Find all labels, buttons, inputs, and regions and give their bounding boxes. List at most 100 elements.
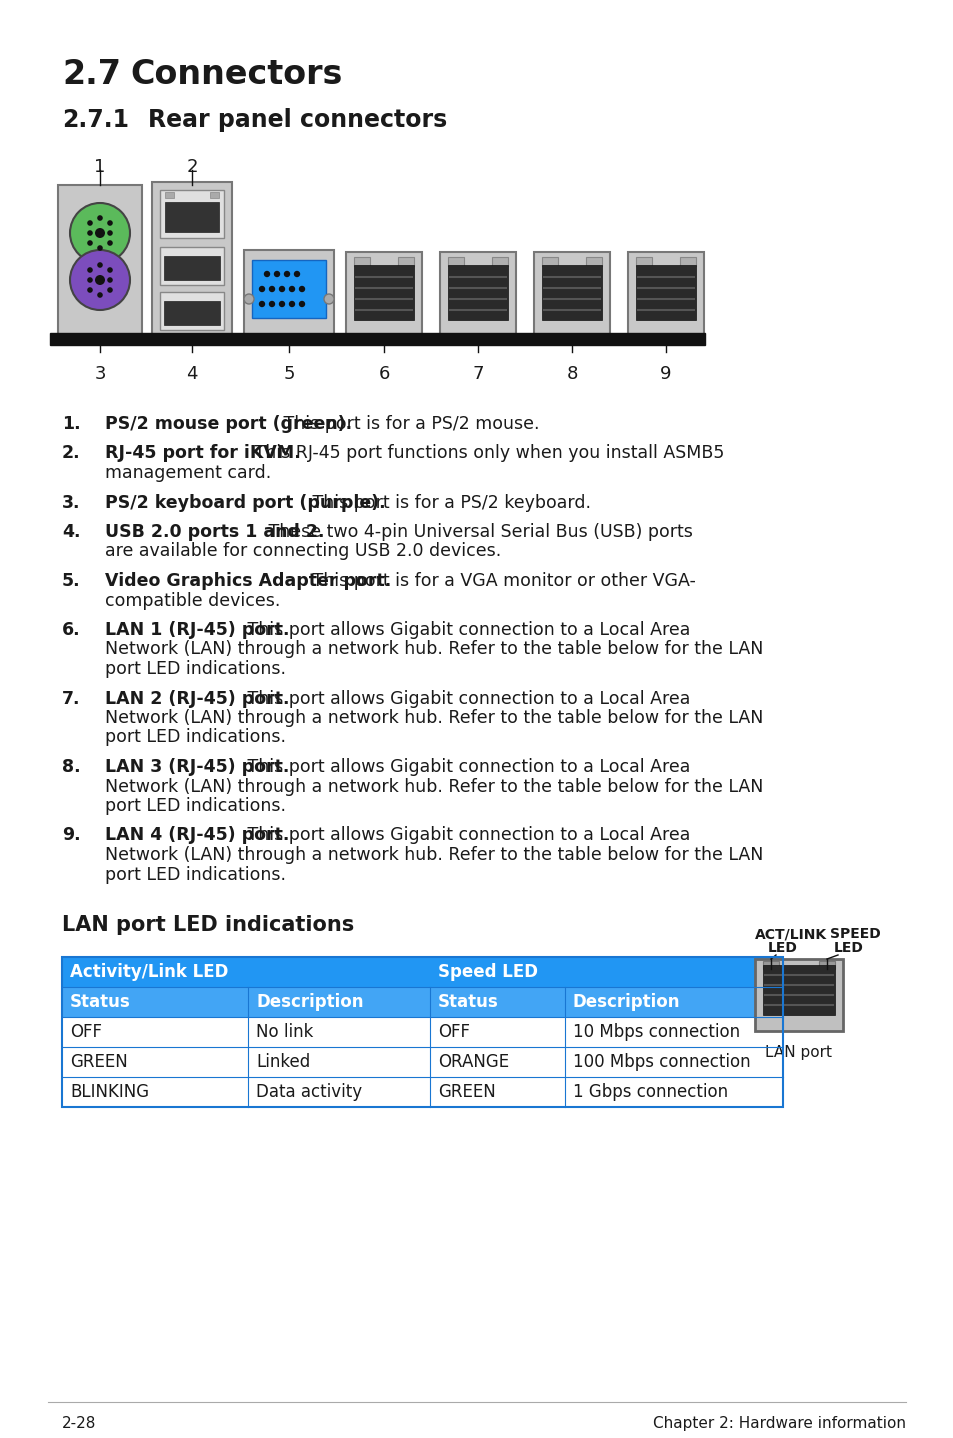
Circle shape (107, 288, 112, 293)
Bar (50, 334, 704, 345)
Circle shape (294, 270, 300, 278)
Bar (58, 186, 142, 336)
Text: OFF: OFF (70, 1022, 102, 1041)
Bar (762, 965, 834, 1015)
Bar (152, 183, 232, 335)
Text: This port is for a PS/2 keyboard.: This port is for a PS/2 keyboard. (306, 493, 590, 512)
Bar (165, 201, 219, 232)
Bar (165, 193, 173, 198)
Bar (541, 257, 558, 266)
Circle shape (107, 220, 112, 226)
Text: management card.: management card. (105, 464, 271, 482)
Bar (244, 250, 334, 338)
Circle shape (107, 278, 112, 283)
Circle shape (97, 292, 103, 298)
Bar (62, 986, 782, 1017)
Text: Connectors: Connectors (130, 58, 342, 91)
Circle shape (87, 220, 92, 226)
Text: SPEED: SPEED (829, 928, 880, 940)
Bar (448, 265, 507, 321)
Text: Speed LED: Speed LED (437, 963, 537, 981)
Text: PS/2 keyboard port (purple).: PS/2 keyboard port (purple). (105, 493, 385, 512)
Circle shape (244, 293, 253, 303)
Circle shape (298, 301, 305, 308)
Bar (354, 257, 370, 266)
Circle shape (289, 301, 294, 308)
Text: LAN 4 (RJ-45) port.: LAN 4 (RJ-45) port. (105, 827, 289, 844)
Text: This port allows Gigabit connection to a Local Area: This port allows Gigabit connection to a… (241, 689, 689, 707)
Bar (627, 252, 703, 335)
Text: ORANGE: ORANGE (437, 1053, 509, 1071)
Text: This port allows Gigabit connection to a Local Area: This port allows Gigabit connection to a… (241, 758, 689, 777)
Bar (62, 1047, 782, 1077)
Text: OFF: OFF (437, 1022, 470, 1041)
Text: This port is for a VGA monitor or other VGA-: This port is for a VGA monitor or other … (306, 572, 695, 590)
Bar (679, 257, 696, 266)
Text: 5.: 5. (62, 572, 81, 590)
Circle shape (97, 216, 103, 221)
Text: 2.7: 2.7 (62, 58, 121, 91)
Text: Status: Status (70, 994, 131, 1011)
Text: 100 Mbps connection: 100 Mbps connection (573, 1053, 750, 1071)
Text: 5: 5 (283, 365, 294, 383)
Bar (439, 252, 516, 335)
Text: This port allows Gigabit connection to a Local Area: This port allows Gigabit connection to a… (241, 827, 689, 844)
Bar (397, 257, 414, 266)
Text: 2-28: 2-28 (62, 1416, 96, 1431)
Text: PS/2 mouse port (green).: PS/2 mouse port (green). (105, 416, 352, 433)
Text: 7.: 7. (62, 689, 80, 707)
Bar (534, 252, 609, 335)
Circle shape (95, 229, 105, 239)
Circle shape (87, 278, 92, 283)
Text: 6: 6 (378, 365, 389, 383)
Circle shape (258, 301, 265, 308)
Text: port LED indications.: port LED indications. (105, 866, 286, 883)
Bar (164, 256, 220, 280)
Text: LAN port: LAN port (764, 1045, 832, 1060)
Circle shape (70, 203, 130, 263)
Circle shape (278, 286, 285, 292)
Text: 9: 9 (659, 365, 671, 383)
Circle shape (269, 301, 274, 308)
Bar (346, 252, 421, 335)
Text: Video Graphics Adapter port.: Video Graphics Adapter port. (105, 572, 391, 590)
Bar (62, 1077, 782, 1107)
Circle shape (107, 267, 112, 273)
Bar (62, 958, 782, 986)
Bar (164, 301, 220, 325)
Text: 8.: 8. (62, 758, 81, 777)
Text: 3: 3 (94, 365, 106, 383)
Circle shape (258, 286, 265, 292)
Text: Data activity: Data activity (255, 1083, 362, 1102)
Bar (160, 247, 224, 285)
Text: 6.: 6. (62, 621, 81, 638)
Text: 1 Gbps connection: 1 Gbps connection (573, 1083, 727, 1102)
Bar (448, 257, 463, 266)
Text: BLINKING: BLINKING (70, 1083, 149, 1102)
Circle shape (95, 275, 105, 285)
Text: GREEN: GREEN (437, 1083, 496, 1102)
Circle shape (274, 270, 280, 278)
Text: 2: 2 (186, 158, 197, 175)
Text: are available for connecting USB 2.0 devices.: are available for connecting USB 2.0 dev… (105, 542, 500, 561)
Bar (62, 958, 782, 1107)
Text: 4: 4 (186, 365, 197, 383)
Text: Activity/Link LED: Activity/Link LED (70, 963, 228, 981)
Bar (160, 190, 224, 239)
Text: 4.: 4. (62, 523, 80, 541)
Text: These two 4-pin Universal Serial Bus (USB) ports: These two 4-pin Universal Serial Bus (US… (263, 523, 693, 541)
Bar (354, 265, 414, 321)
Text: LAN 2 (RJ-45) port.: LAN 2 (RJ-45) port. (105, 689, 289, 707)
Circle shape (289, 286, 294, 292)
Text: 1: 1 (94, 158, 106, 175)
Text: Rear panel connectors: Rear panel connectors (148, 108, 447, 132)
Text: 8: 8 (566, 365, 578, 383)
Bar (541, 265, 601, 321)
Circle shape (324, 293, 334, 303)
Circle shape (107, 240, 112, 246)
Text: 3.: 3. (62, 493, 80, 512)
Text: LAN 1 (RJ-45) port.: LAN 1 (RJ-45) port. (105, 621, 289, 638)
Circle shape (298, 286, 305, 292)
Text: Linked: Linked (255, 1053, 310, 1071)
Circle shape (283, 270, 290, 278)
